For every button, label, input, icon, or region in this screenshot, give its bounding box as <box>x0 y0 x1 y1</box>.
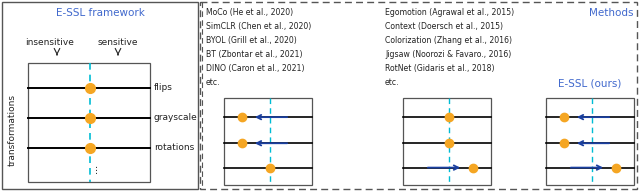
Text: transformations: transformations <box>8 94 17 166</box>
Bar <box>2 2 198 189</box>
Bar <box>28 63 150 182</box>
Text: Egomotion (Agrawal et al., 2015): Egomotion (Agrawal et al., 2015) <box>385 8 514 17</box>
Bar <box>403 98 491 185</box>
Text: etc.: etc. <box>385 78 399 87</box>
Text: rotations: rotations <box>154 143 195 152</box>
Text: Jigsaw (Noorozi & Favaro., 2016): Jigsaw (Noorozi & Favaro., 2016) <box>385 50 511 59</box>
Text: grayscale: grayscale <box>154 113 198 122</box>
Text: sensitive: sensitive <box>98 38 138 47</box>
Text: MoCo (He et al., 2020): MoCo (He et al., 2020) <box>206 8 293 17</box>
Text: etc.: etc. <box>206 78 221 87</box>
Bar <box>224 98 312 185</box>
Text: E-SSL (ours): E-SSL (ours) <box>558 78 621 88</box>
Text: RotNet (Gidaris et al., 2018): RotNet (Gidaris et al., 2018) <box>385 64 495 73</box>
Text: SimCLR (Chen et al., 2020): SimCLR (Chen et al., 2020) <box>206 22 311 31</box>
Bar <box>546 98 634 185</box>
Text: DINO (Caron et al., 2021): DINO (Caron et al., 2021) <box>206 64 305 73</box>
Text: flips: flips <box>154 83 173 92</box>
Text: E-SSL framework: E-SSL framework <box>56 8 145 18</box>
Text: insensitive: insensitive <box>26 38 74 47</box>
Text: BYOL (Grill et al., 2020): BYOL (Grill et al., 2020) <box>206 36 297 45</box>
Text: Context (Doersch et al., 2015): Context (Doersch et al., 2015) <box>385 22 503 31</box>
Text: Colorization (Zhang et al., 2016): Colorization (Zhang et al., 2016) <box>385 36 512 45</box>
Text: Methods: Methods <box>589 8 634 18</box>
Text: ⋮: ⋮ <box>92 165 101 175</box>
Text: BT (Zbontar et al., 2021): BT (Zbontar et al., 2021) <box>206 50 303 59</box>
